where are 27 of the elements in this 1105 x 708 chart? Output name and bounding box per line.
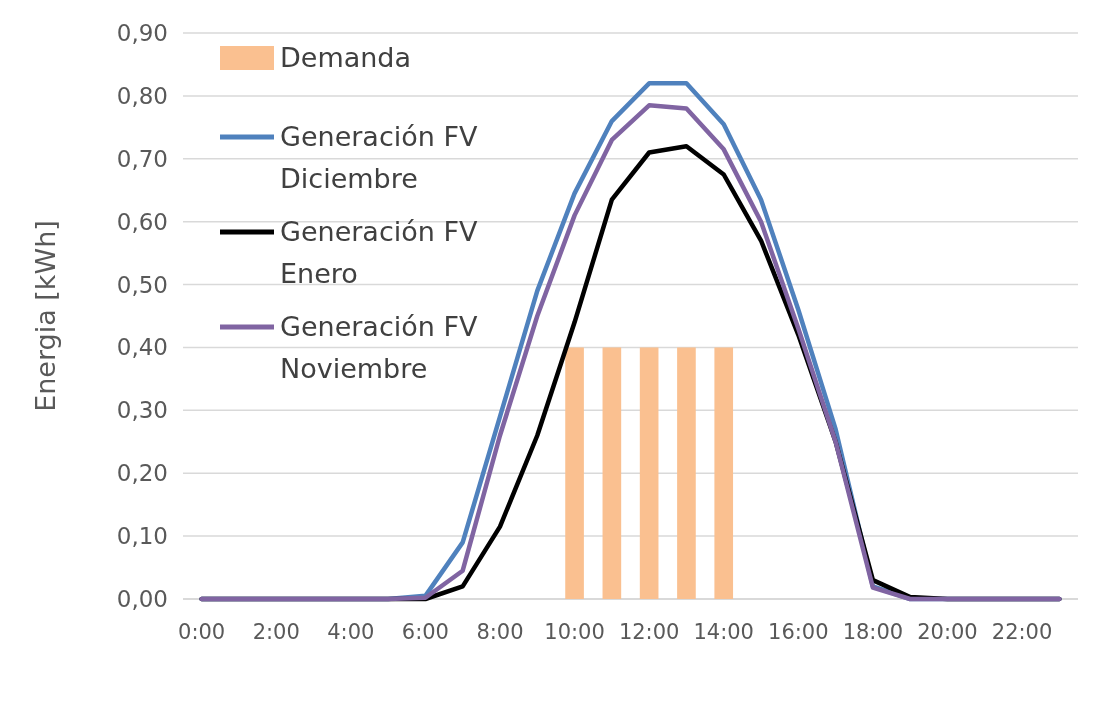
- x-tick-label: 6:00: [401, 620, 449, 644]
- y-tick-label: 0,70: [116, 145, 168, 172]
- x-tick-label: 8:00: [476, 620, 524, 644]
- x-tick-label: 22:00: [991, 620, 1053, 644]
- y-axis-title: Energia [kWh]: [30, 220, 61, 412]
- x-tick-label: 14:00: [693, 620, 754, 644]
- y-tick-label: 0,60: [116, 208, 168, 235]
- y-tick-label: 0,10: [116, 523, 168, 550]
- x-tick-label: 18:00: [842, 620, 904, 644]
- legend-label: Generación FV Diciembre: [280, 121, 478, 195]
- x-tick-label: 4:00: [327, 620, 375, 644]
- x-tick-label: 2:00: [252, 620, 300, 644]
- y-tick-label: 0,20: [116, 460, 168, 487]
- legend-label: Generación FV Enero: [280, 216, 478, 290]
- x-tick-label: 0:00: [178, 620, 226, 644]
- y-tick-label: 0,40: [116, 334, 168, 361]
- y-tick-label: 0,80: [116, 82, 168, 109]
- x-tick-label: 12:00: [618, 620, 680, 644]
- y-tick-label: 0,90: [116, 20, 168, 47]
- y-tick-label: 0,30: [116, 397, 168, 424]
- y-tick-label: 0,00: [116, 586, 168, 613]
- legend-label: Demanda: [280, 42, 412, 74]
- x-tick-label: 20:00: [917, 620, 978, 644]
- x-tick-label: 10:00: [544, 620, 605, 644]
- x-tick-label: 16:00: [768, 620, 829, 644]
- y-tick-label: 0,50: [116, 271, 168, 298]
- legend-label: Generación FV Noviembre: [280, 311, 478, 385]
